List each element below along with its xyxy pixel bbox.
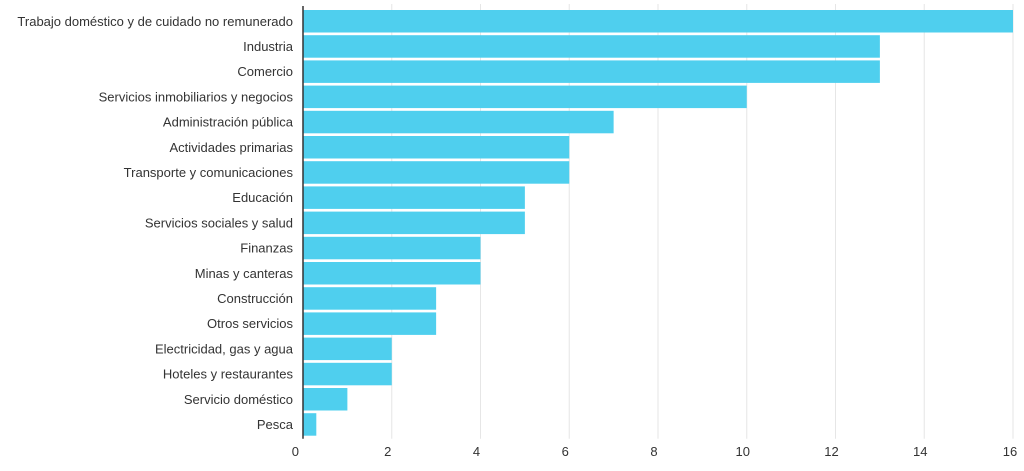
category-label: Servicios sociales y salud xyxy=(145,215,293,230)
x-tick-label: 4 xyxy=(473,444,480,459)
bar xyxy=(303,186,525,209)
x-tick-label: 2 xyxy=(384,444,391,459)
category-label: Actividades primarias xyxy=(169,140,293,155)
bar xyxy=(303,388,348,411)
category-label: Minas y canteras xyxy=(195,266,294,281)
category-label: Finanzas xyxy=(240,241,293,256)
category-label: Electricidad, gas y agua xyxy=(155,341,294,356)
bars xyxy=(303,10,1013,436)
category-label: Transporte y comunicaciones xyxy=(124,165,294,180)
x-tick-label: 6 xyxy=(562,444,569,459)
bar xyxy=(303,136,570,159)
bar xyxy=(303,287,437,310)
x-tick-label: 14 xyxy=(913,444,927,459)
bar xyxy=(303,236,481,260)
category-label: Servicio doméstico xyxy=(184,392,293,407)
bar xyxy=(303,413,317,436)
x-tick-label: 16 xyxy=(1003,444,1017,459)
category-label: Educación xyxy=(232,190,293,205)
bar xyxy=(303,337,392,361)
bar xyxy=(303,262,481,285)
bar xyxy=(303,60,880,83)
category-label: Comercio xyxy=(237,64,293,79)
bar xyxy=(303,10,1013,33)
bar xyxy=(303,35,880,58)
category-label: Pesca xyxy=(257,417,294,432)
category-label: Administración pública xyxy=(163,115,294,130)
bar xyxy=(303,85,747,109)
x-tick-label: 12 xyxy=(824,444,838,459)
x-tick-label: 8 xyxy=(650,444,657,459)
bar xyxy=(303,161,570,184)
category-label: Industria xyxy=(243,39,294,54)
category-label: Trabajo doméstico y de cuidado no remune… xyxy=(17,14,293,29)
bar xyxy=(303,211,525,235)
bar xyxy=(303,362,392,386)
x-axis-tick-labels: 0 2 4 6 8 10 12 14 16 xyxy=(292,444,1017,459)
bar xyxy=(303,110,614,134)
category-label: Servicios inmobiliarios y negocios xyxy=(99,89,294,104)
category-labels: Trabajo doméstico y de cuidado no remune… xyxy=(17,14,293,432)
category-label: Construcción xyxy=(217,291,293,306)
category-label: Otros servicios xyxy=(207,316,293,331)
x-tick-label: 10 xyxy=(736,444,750,459)
category-label: Hoteles y restaurantes xyxy=(163,367,294,382)
x-tick-label: 0 xyxy=(292,444,299,459)
bar xyxy=(303,312,437,335)
